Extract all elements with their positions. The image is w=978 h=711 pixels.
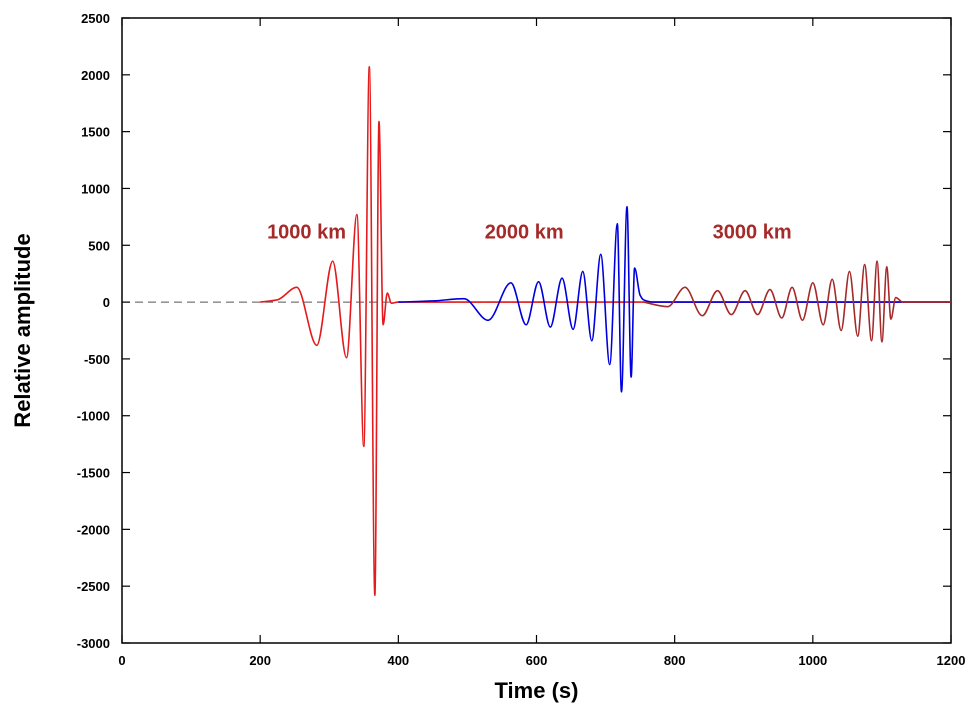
x-tick-label: 1200 [937,653,966,668]
y-tick-label: -2500 [77,579,110,594]
series-lines [260,66,951,597]
y-tick-label: 1500 [81,125,110,140]
x-tick-label: 1000 [798,653,827,668]
x-axis-title: Time (s) [495,678,579,703]
y-tick-label: 1000 [81,181,110,196]
y-tick-label: 0 [103,295,110,310]
y-tick-label: 500 [88,238,110,253]
x-tick-label: 600 [526,653,548,668]
series-line-2 [398,205,951,393]
series-line-3 [643,260,951,343]
y-tick-label: -3000 [77,636,110,651]
y-tick-label: -1000 [77,409,110,424]
series-label-3: 3000 km [713,221,792,243]
series-label-2: 2000 km [485,221,564,243]
series-label-1: 1000 km [267,221,346,243]
x-tick-label: 200 [249,653,271,668]
y-axis-title: Relative amplitude [10,233,35,427]
y-tick-label: -1500 [77,466,110,481]
x-tick-label: 400 [387,653,409,668]
y-tick-label: -2000 [77,522,110,537]
y-tick-label: 2000 [81,68,110,83]
y-tick-label: -500 [84,352,110,367]
x-tick-label: 0 [118,653,125,668]
plot-frame [121,17,952,644]
y-tick-label: 2500 [81,11,110,26]
axis-ticks: 0 200 400 600 800 1000 1200 -3000 -2500 -2000 -150… [77,11,966,668]
series-annotations: 1000 km 2000 km 3000 km [267,221,792,243]
series-line-1 [260,66,951,597]
x-tick-label: 800 [664,653,686,668]
